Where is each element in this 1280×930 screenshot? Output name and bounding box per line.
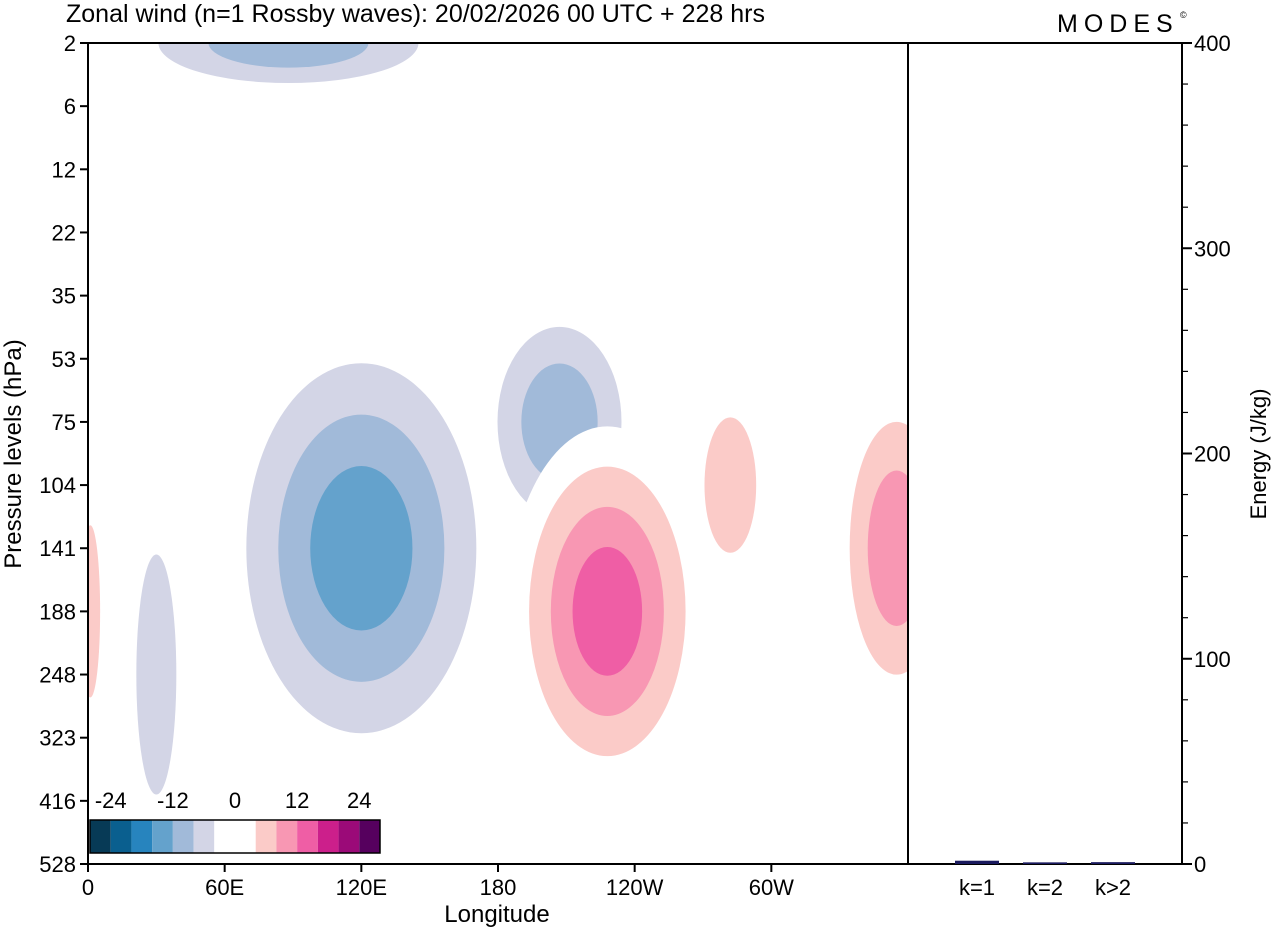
colorbar-swatch bbox=[90, 820, 111, 853]
contour-cell bbox=[88, 471, 107, 752]
y-tick-label: 104 bbox=[39, 473, 76, 498]
x-axis-label: Longitude bbox=[444, 901, 549, 928]
energy-tick-label: 100 bbox=[1194, 647, 1231, 672]
x-tick-label: 120E bbox=[336, 875, 387, 900]
y-tick-label: 75 bbox=[52, 410, 76, 435]
energy-tick-label: 0 bbox=[1194, 852, 1206, 877]
x-axis: 0 60E 120E 180 120W 60W bbox=[82, 864, 794, 900]
colorbar-tick-label: -12 bbox=[157, 788, 189, 813]
y-tick-label: 323 bbox=[39, 726, 76, 751]
energy-bar bbox=[1023, 862, 1067, 864]
y-axis: 2 6 12 22 35 53 75 104 141 188 248 323 416 528 bbox=[39, 31, 88, 877]
energy-category-label: k=2 bbox=[1027, 875, 1063, 900]
energy-bar bbox=[955, 860, 999, 864]
energy-tick-label: 200 bbox=[1194, 442, 1231, 467]
y-tick-label: 141 bbox=[39, 536, 76, 561]
logo: MODES © bbox=[1057, 10, 1187, 38]
contour-cell bbox=[831, 373, 908, 724]
x-tick-label: 120W bbox=[606, 875, 664, 900]
colorbar-swatch bbox=[317, 820, 339, 853]
colorbar-swatch bbox=[193, 820, 215, 853]
colorbar-swatch bbox=[359, 820, 380, 853]
energy-category-label: k=1 bbox=[959, 875, 995, 900]
y-tick-label: 12 bbox=[52, 157, 76, 182]
y-tick-label: 416 bbox=[39, 789, 76, 814]
colorbar-tick-label: 24 bbox=[347, 788, 371, 813]
energy-panel: 0 100 200 300 400 k=1 k=2 k>2 Energy (J/kg) bbox=[907, 31, 1271, 900]
energy-axis-label: Energy (J/kg) bbox=[1246, 389, 1271, 520]
contour-cell bbox=[688, 375, 773, 596]
energy-bar bbox=[1091, 862, 1135, 864]
colorbar-swatch bbox=[131, 820, 153, 853]
colorbar-swatch bbox=[172, 820, 194, 853]
colorbar-swatch bbox=[152, 820, 173, 853]
energy-tick-label: 400 bbox=[1194, 31, 1231, 56]
y-tick-label: 2 bbox=[64, 31, 76, 56]
x-tick-label: 0 bbox=[82, 875, 94, 900]
colorbar-swatch bbox=[235, 820, 256, 853]
contour-cell bbox=[246, 363, 477, 734]
colorbar-swatch bbox=[276, 820, 298, 853]
contour-cell bbox=[158, 43, 419, 83]
x-tick-label: 60E bbox=[205, 875, 244, 900]
contour-cell bbox=[507, 426, 708, 797]
y-tick-label: 528 bbox=[39, 852, 76, 877]
colorbar-swatch bbox=[214, 820, 235, 853]
energy-frame bbox=[907, 42, 1183, 865]
x-tick-label: 60W bbox=[749, 875, 794, 900]
colorbar-swatch bbox=[255, 820, 277, 853]
contour-cell bbox=[715, 725, 760, 864]
y-tick-label: 188 bbox=[39, 599, 76, 624]
colorbar-tick-label: 0 bbox=[229, 788, 241, 813]
logo-text: MODES bbox=[1057, 10, 1179, 38]
y-tick-label: 35 bbox=[52, 284, 76, 309]
y-tick-label: 248 bbox=[39, 663, 76, 688]
y-tick-label: 53 bbox=[52, 347, 76, 372]
y-axis-label: Pressure levels (hPa) bbox=[0, 339, 27, 568]
x-tick-label: 180 bbox=[480, 875, 517, 900]
colorbar-legend: -24 -12 0 12 24 bbox=[89, 788, 381, 854]
contour-field bbox=[88, 43, 908, 864]
energy-category-label: k>2 bbox=[1095, 875, 1131, 900]
colorbar-swatch bbox=[297, 820, 318, 853]
logo-mark: © bbox=[1180, 10, 1187, 20]
colorbar-tick-label: -24 bbox=[95, 788, 127, 813]
y-tick-label: 6 bbox=[64, 94, 76, 119]
colorbar-swatch bbox=[338, 820, 360, 853]
contour-cell bbox=[136, 554, 177, 795]
colorbar-swatch bbox=[110, 820, 132, 853]
y-tick-label: 22 bbox=[52, 220, 76, 245]
colorbar-tick-label: 12 bbox=[285, 788, 309, 813]
chart-title: Zonal wind (n=1 Rossby waves): 20/02/202… bbox=[66, 0, 765, 28]
energy-tick-label: 300 bbox=[1194, 236, 1231, 261]
